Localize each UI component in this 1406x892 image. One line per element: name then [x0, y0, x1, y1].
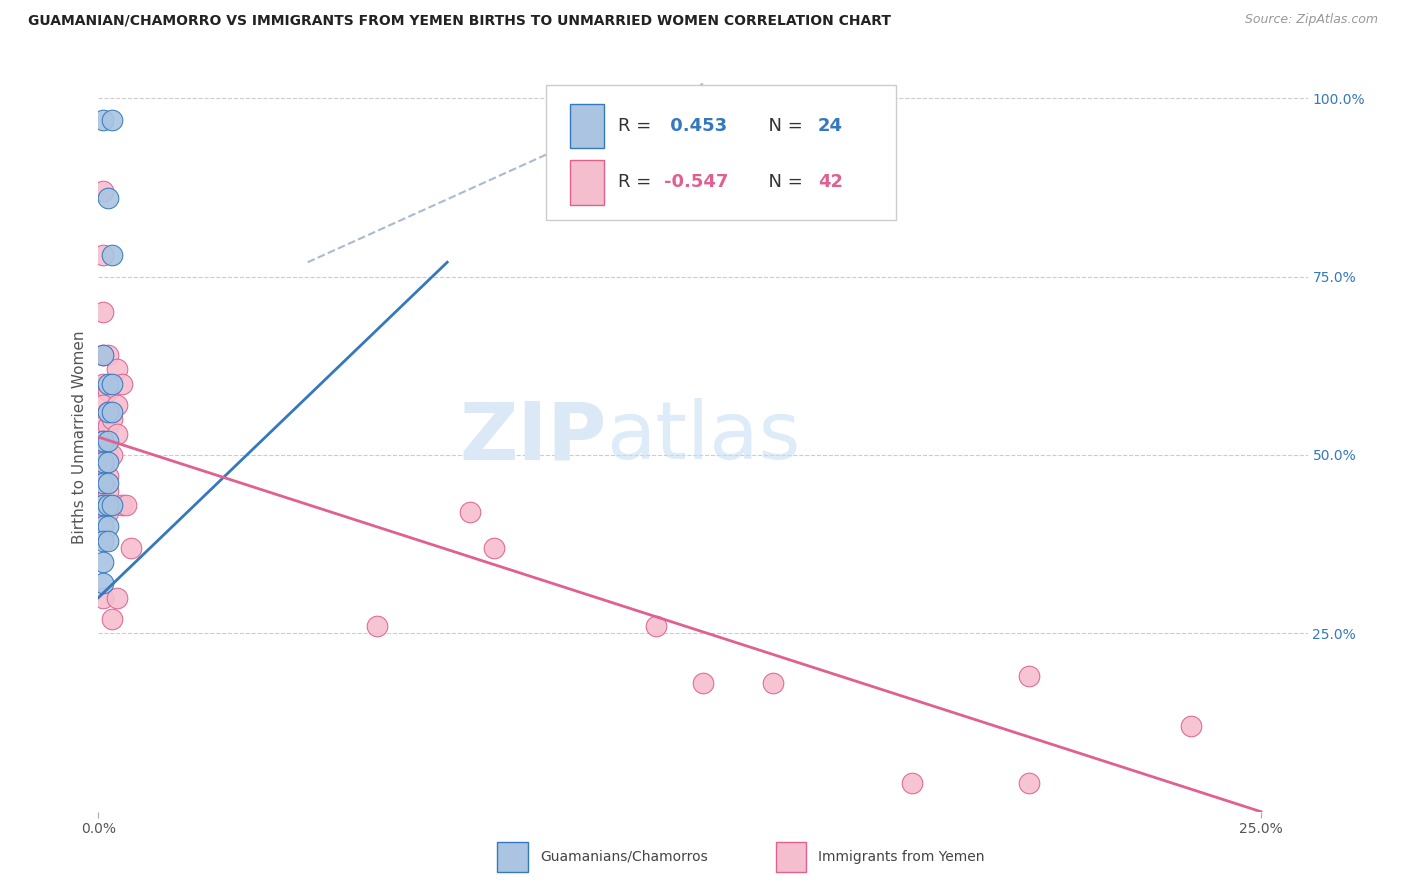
- Point: [97, 469, 120, 483]
- Point: [482, 541, 505, 555]
- Point: [460, 505, 482, 519]
- Point: [91, 498, 114, 512]
- Point: [91, 434, 114, 448]
- Point: [91, 498, 114, 512]
- Point: [101, 448, 124, 462]
- Y-axis label: Births to Unmarried Women: Births to Unmarried Women: [72, 330, 87, 544]
- Text: N =: N =: [758, 173, 808, 191]
- Point: [101, 498, 124, 512]
- Point: [91, 184, 114, 198]
- Point: [901, 776, 924, 790]
- Point: [115, 498, 138, 512]
- Text: R =: R =: [619, 117, 658, 135]
- Point: [105, 362, 128, 376]
- Point: [97, 519, 120, 533]
- Text: atlas: atlas: [606, 398, 800, 476]
- Point: [91, 519, 114, 533]
- Point: [97, 498, 120, 512]
- FancyBboxPatch shape: [776, 842, 806, 871]
- Point: [91, 533, 114, 548]
- Text: GUAMANIAN/CHAMORRO VS IMMIGRANTS FROM YEMEN BIRTHS TO UNMARRIED WOMEN CORRELATIO: GUAMANIAN/CHAMORRO VS IMMIGRANTS FROM YE…: [28, 13, 891, 28]
- Point: [97, 434, 120, 448]
- Text: 42: 42: [818, 173, 842, 191]
- Point: [101, 248, 124, 262]
- Point: [97, 191, 120, 205]
- Point: [692, 676, 714, 690]
- Point: [91, 376, 114, 391]
- Text: ZIP: ZIP: [458, 398, 606, 476]
- Point: [97, 384, 120, 398]
- Text: Source: ZipAtlas.com: Source: ZipAtlas.com: [1244, 13, 1378, 27]
- Point: [1018, 776, 1040, 790]
- Point: [97, 405, 120, 419]
- Point: [1180, 719, 1202, 733]
- Point: [120, 541, 142, 555]
- Point: [91, 419, 114, 434]
- Point: [91, 248, 114, 262]
- Point: [91, 448, 114, 462]
- Point: [762, 676, 785, 690]
- Point: [97, 455, 120, 469]
- Point: [101, 412, 124, 426]
- Point: [111, 376, 134, 391]
- Point: [91, 398, 114, 412]
- FancyBboxPatch shape: [569, 103, 603, 148]
- Text: N =: N =: [758, 117, 808, 135]
- Text: 24: 24: [818, 117, 842, 135]
- Point: [97, 419, 120, 434]
- Point: [645, 619, 668, 633]
- Point: [97, 376, 120, 391]
- Point: [97, 348, 120, 362]
- Point: [91, 576, 114, 591]
- Point: [97, 505, 120, 519]
- Point: [91, 112, 114, 127]
- FancyBboxPatch shape: [546, 85, 897, 219]
- Point: [91, 476, 114, 491]
- Text: 0.453: 0.453: [664, 117, 727, 135]
- Point: [366, 619, 388, 633]
- Point: [101, 405, 124, 419]
- Point: [91, 434, 114, 448]
- Text: Immigrants from Yemen: Immigrants from Yemen: [818, 850, 984, 863]
- Point: [91, 469, 114, 483]
- Point: [91, 555, 114, 569]
- Text: -0.547: -0.547: [664, 173, 728, 191]
- FancyBboxPatch shape: [569, 160, 603, 205]
- Point: [101, 376, 124, 391]
- Point: [101, 112, 124, 127]
- Point: [97, 405, 120, 419]
- Point: [91, 348, 114, 362]
- Point: [91, 305, 114, 319]
- Text: R =: R =: [619, 173, 658, 191]
- Point: [1018, 669, 1040, 683]
- Point: [97, 448, 120, 462]
- Point: [111, 498, 134, 512]
- Point: [105, 591, 128, 605]
- Point: [97, 476, 120, 491]
- Point: [91, 591, 114, 605]
- Point: [101, 612, 124, 626]
- FancyBboxPatch shape: [498, 842, 527, 871]
- Point: [91, 348, 114, 362]
- Point: [91, 483, 114, 498]
- Point: [105, 398, 128, 412]
- Point: [97, 533, 120, 548]
- Point: [105, 426, 128, 441]
- Point: [97, 483, 120, 498]
- Text: Guamanians/Chamorros: Guamanians/Chamorros: [540, 850, 707, 863]
- Point: [91, 455, 114, 469]
